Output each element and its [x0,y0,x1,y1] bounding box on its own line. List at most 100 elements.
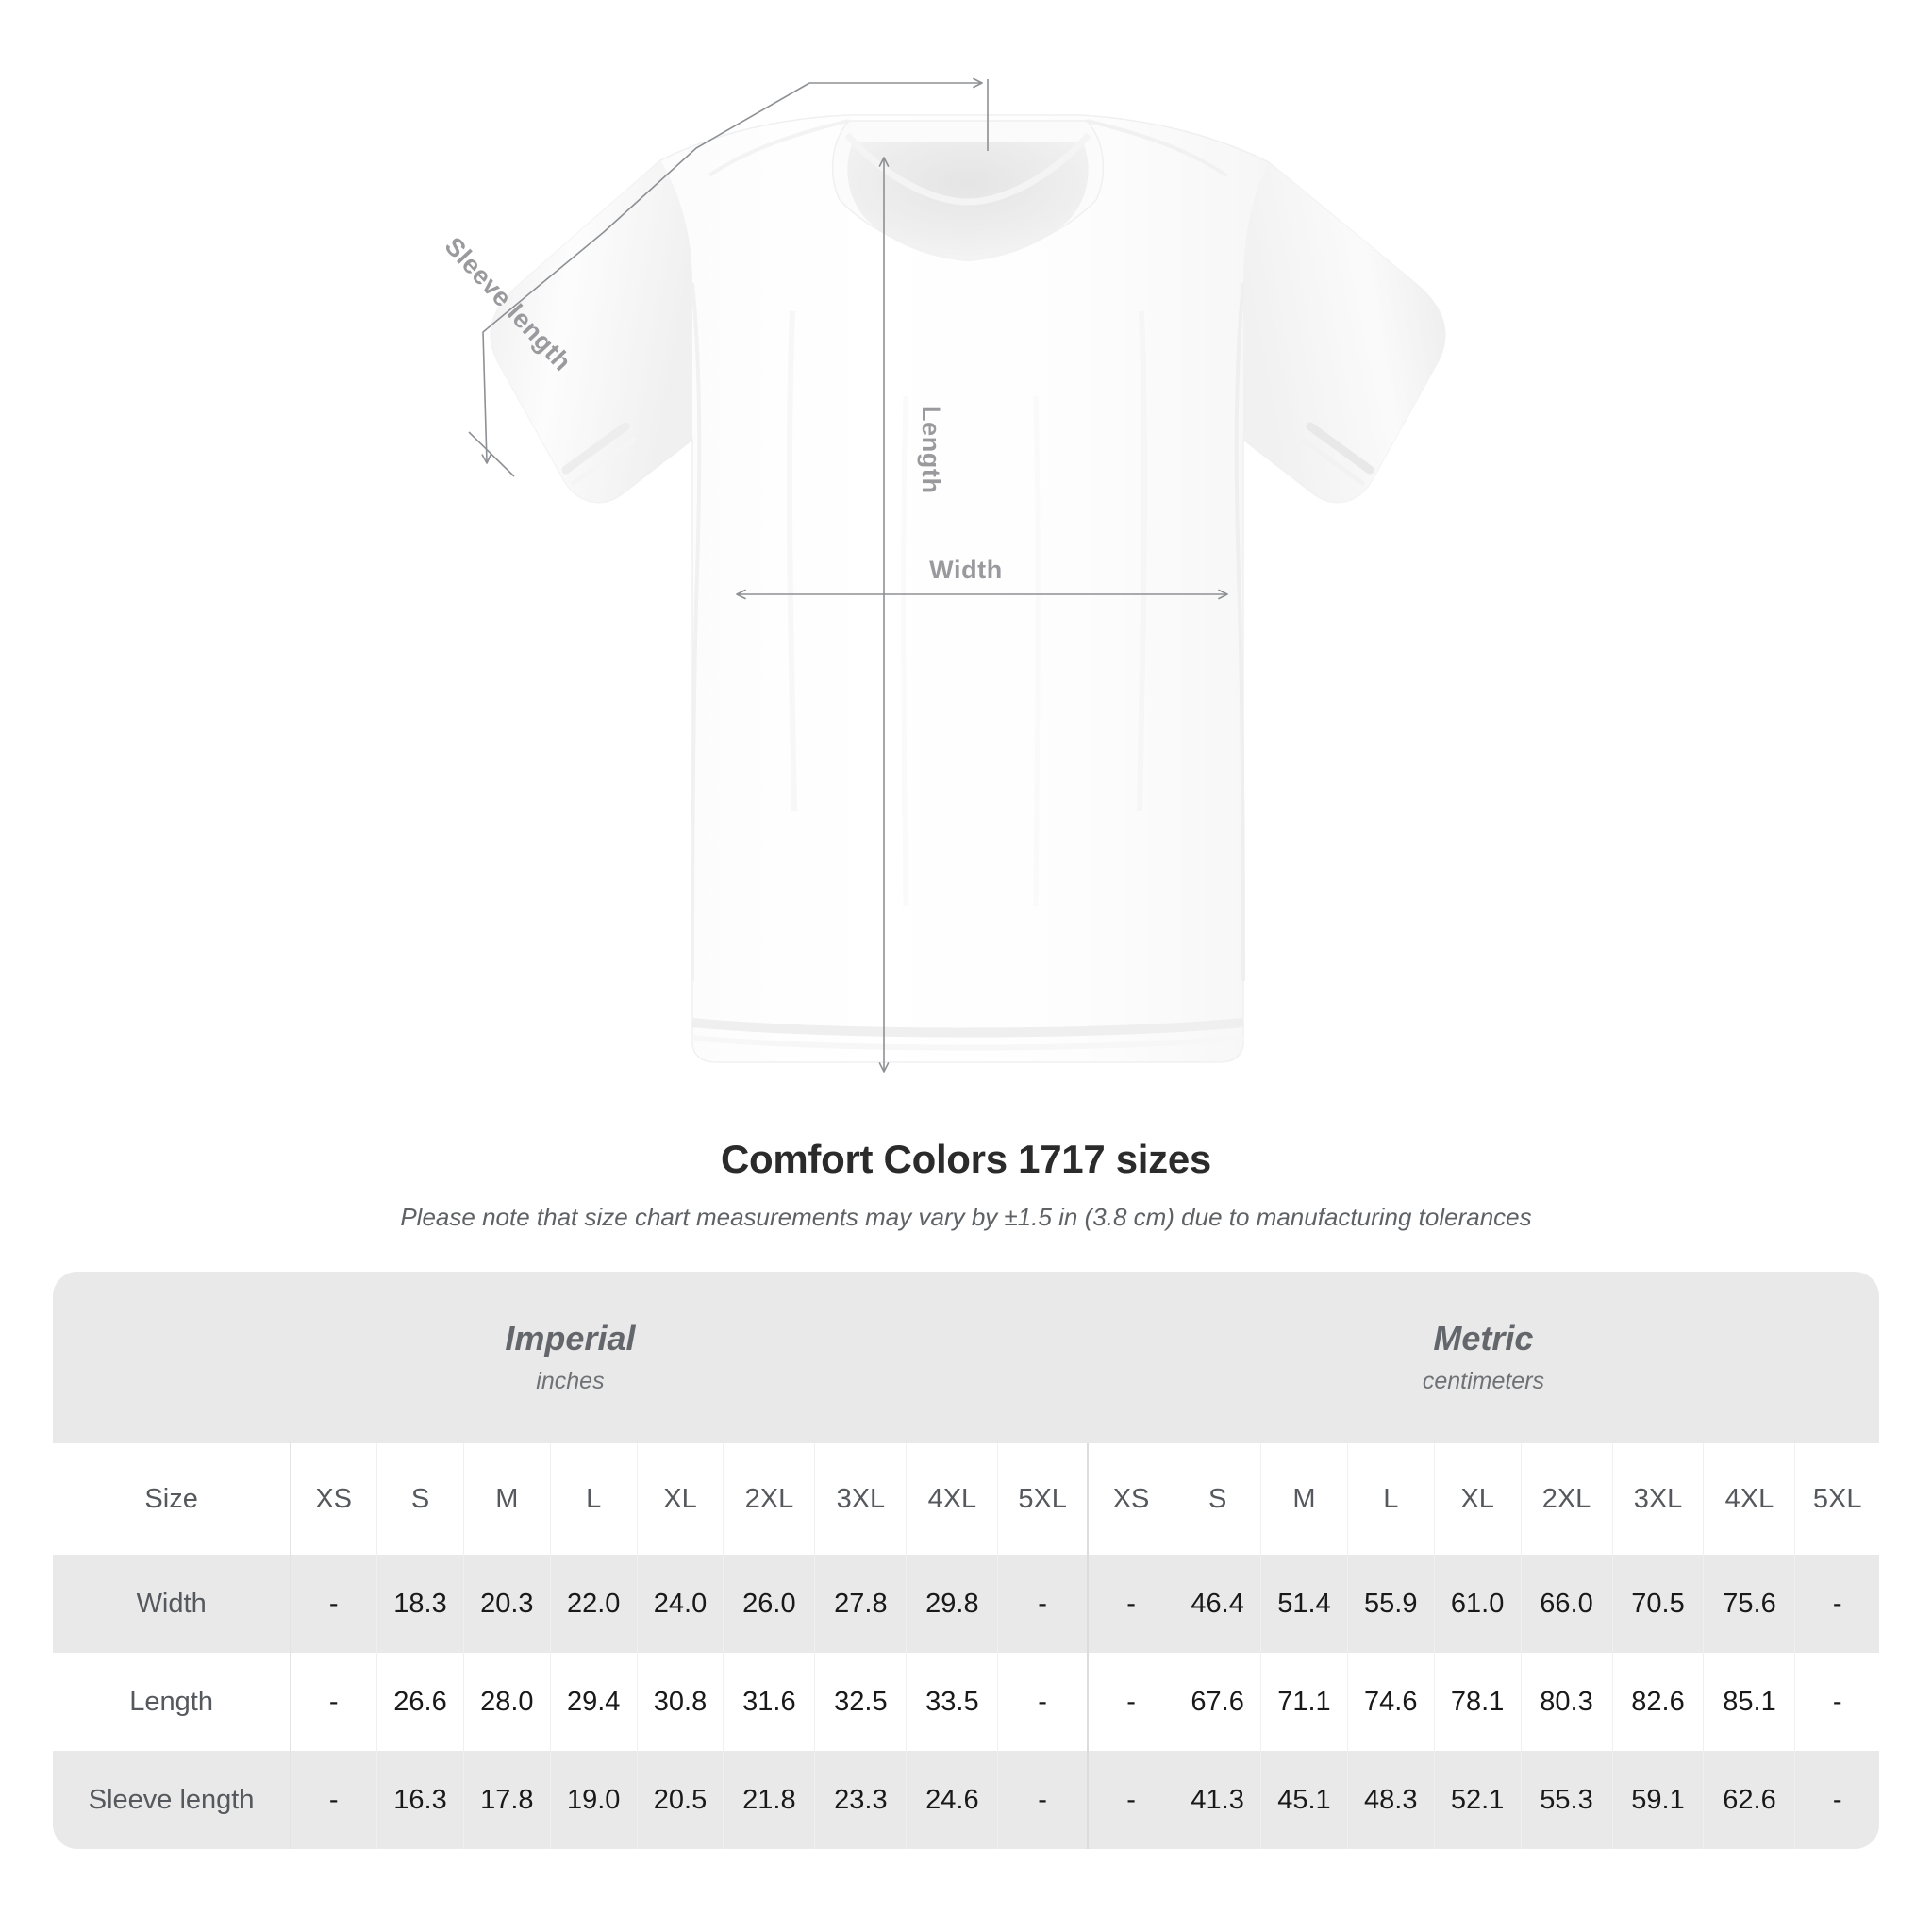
cell-metric-sleeve-length-m: 45.1 [1260,1751,1348,1849]
header-size-label: Size [53,1443,291,1555]
table-row: Sleeve length -16.3 17.8 19.0 20.5 21.8 23.3 24… [53,1751,1879,1849]
header-imperial-4xl: 4XL [906,1443,999,1555]
cell-imperial-sleeve-length-5xl: - [997,1751,1089,1849]
cell-metric-width-m: 51.4 [1260,1555,1348,1653]
cell-metric-length-s: 67.6 [1174,1653,1262,1751]
cell-imperial-sleeve-length-xl: 20.5 [637,1751,724,1849]
cell-metric-sleeve-length-l: 48.3 [1347,1751,1435,1849]
row-label-sleeve-length: Sleeve length [53,1751,291,1849]
cell-imperial-width-4xl: 29.8 [906,1555,999,1653]
cell-metric-sleeve-length-4xl: 62.6 [1703,1751,1796,1849]
cell-imperial-length-3xl: 32.5 [814,1653,908,1751]
header-imperial-2xl: 2XL [723,1443,816,1555]
cell-imperial-sleeve-length-4xl: 24.6 [906,1751,999,1849]
cell-metric-width-s: 46.4 [1174,1555,1262,1653]
size-table: Imperial inches Metric centimeters Size XS S M L… [53,1272,1879,1849]
cell-metric-length-4xl: 85.1 [1703,1653,1796,1751]
cell-metric-width-3xl: 70.5 [1612,1555,1705,1653]
cell-metric-sleeve-length-5xl: - [1794,1751,1879,1849]
cell-imperial-length-l: 29.4 [550,1653,638,1751]
header-metric-l: L [1347,1443,1435,1555]
cell-metric-length-2xl: 80.3 [1521,1653,1613,1751]
header-metric-3xl: 3XL [1612,1443,1705,1555]
sleeve-length-label: Sleeve length [440,232,577,376]
cell-imperial-sleeve-length-l: 19.0 [550,1751,638,1849]
cell-metric-length-l: 74.6 [1347,1653,1435,1751]
metric-banner: Metric centimeters [1087,1272,1879,1443]
tolerance-note: Please note that size chart measurements… [400,1203,1532,1231]
cell-imperial-length-m: 28.0 [463,1653,551,1751]
cell-imperial-width-3xl: 27.8 [814,1555,908,1653]
header-metric-2xl: 2XL [1521,1443,1613,1555]
cell-metric-width-4xl: 75.6 [1703,1555,1796,1653]
cell-metric-sleeve-length-xl: 52.1 [1434,1751,1522,1849]
cell-imperial-length-xl: 30.8 [637,1653,724,1751]
imperial-unit-name: Imperial [505,1318,636,1357]
length-label: Length [917,406,945,494]
imperial-banner: Imperial inches [53,1272,1088,1443]
cell-imperial-width-5xl: - [997,1555,1089,1653]
shoulder-guide [809,77,989,151]
sleeve-length-dimension [468,82,810,477]
cell-imperial-sleeve-length-3xl: 23.3 [814,1751,908,1849]
cell-imperial-length-xs: - [290,1653,378,1751]
cell-metric-width-l: 55.9 [1347,1555,1435,1653]
cell-metric-width-xs: - [1087,1555,1175,1653]
header-imperial-l: L [550,1443,638,1555]
cell-imperial-length-s: 26.6 [376,1653,464,1751]
page-title: Comfort Colors 1717 sizes [720,1137,1211,1181]
cell-metric-width-xl: 61.0 [1434,1555,1522,1653]
cell-metric-length-3xl: 82.6 [1612,1653,1705,1751]
header-metric-5xl: 5XL [1794,1443,1879,1555]
title-block: Comfort Colors 1717 sizes Please note th… [0,1137,1932,1232]
imperial-unit-sub: inches [536,1368,605,1395]
header-metric-xs: XS [1087,1443,1175,1555]
table-row: Length -26.6 28.0 29.4 30.8 31.6 32.5 33.5- -67.… [53,1653,1879,1751]
measurement-annotations: Sleeve length Length Width [440,77,1228,1073]
row-label-length: Length [53,1653,291,1751]
header-metric-m: M [1260,1443,1348,1555]
cell-metric-sleeve-length-xs: - [1087,1751,1175,1849]
cell-metric-sleeve-length-2xl: 55.3 [1521,1751,1613,1849]
metric-unit-sub: centimeters [1422,1368,1545,1395]
cell-imperial-sleeve-length-xs: - [290,1751,378,1849]
cell-imperial-length-5xl: - [997,1653,1089,1751]
header-imperial-xl: XL [637,1443,724,1555]
cell-imperial-width-s: 18.3 [376,1555,464,1653]
cell-imperial-length-2xl: 31.6 [723,1653,816,1751]
cell-imperial-sleeve-length-s: 16.3 [376,1751,464,1849]
header-metric-s: S [1174,1443,1262,1555]
cell-imperial-width-xl: 24.0 [637,1555,724,1653]
table-row: Width -18.3 20.3 22.0 24.0 26.0 27.8 29.8- -46.4… [53,1555,1879,1653]
header-metric-xl: XL [1434,1443,1522,1555]
cell-metric-width-5xl: - [1794,1555,1879,1653]
cell-imperial-width-xs: - [290,1555,378,1653]
cell-metric-length-5xl: - [1794,1653,1879,1751]
tshirt-illustration [490,114,1446,1063]
cell-metric-length-m: 71.1 [1260,1653,1348,1751]
metric-unit-name: Metric [1433,1318,1534,1357]
cell-imperial-width-m: 20.3 [463,1555,551,1653]
header-imperial-s: S [376,1443,464,1555]
cell-metric-sleeve-length-3xl: 59.1 [1612,1751,1705,1849]
cell-imperial-sleeve-length-2xl: 21.8 [723,1751,816,1849]
header-imperial-3xl: 3XL [814,1443,908,1555]
cell-metric-length-xs: - [1087,1653,1175,1751]
cell-metric-width-2xl: 66.0 [1521,1555,1613,1653]
header-imperial-m: M [463,1443,551,1555]
cell-imperial-width-l: 22.0 [550,1555,638,1653]
header-metric-4xl: 4XL [1703,1443,1796,1555]
cell-imperial-length-4xl: 33.5 [906,1653,999,1751]
width-label: Width [929,556,1003,584]
header-imperial-xs: XS [290,1443,378,1555]
cell-metric-sleeve-length-s: 41.3 [1174,1751,1262,1849]
tshirt-diagram: Sleeve length Length Width [440,77,1446,1074]
unit-banner-row: Imperial inches Metric centimeters [53,1272,1879,1443]
row-label-width: Width [53,1555,291,1653]
header-imperial-5xl: 5XL [997,1443,1089,1555]
cell-imperial-width-2xl: 26.0 [723,1555,816,1653]
size-header-row: Size XS S M L XL 2XL 3XL 4XL 5XL XS S M L XL 2XL 3XL 4XL 5… [53,1443,1879,1555]
size-table-container: Imperial inches Metric centimeters Size XS S M L… [53,1272,1879,1849]
cell-imperial-sleeve-length-m: 17.8 [463,1751,551,1849]
